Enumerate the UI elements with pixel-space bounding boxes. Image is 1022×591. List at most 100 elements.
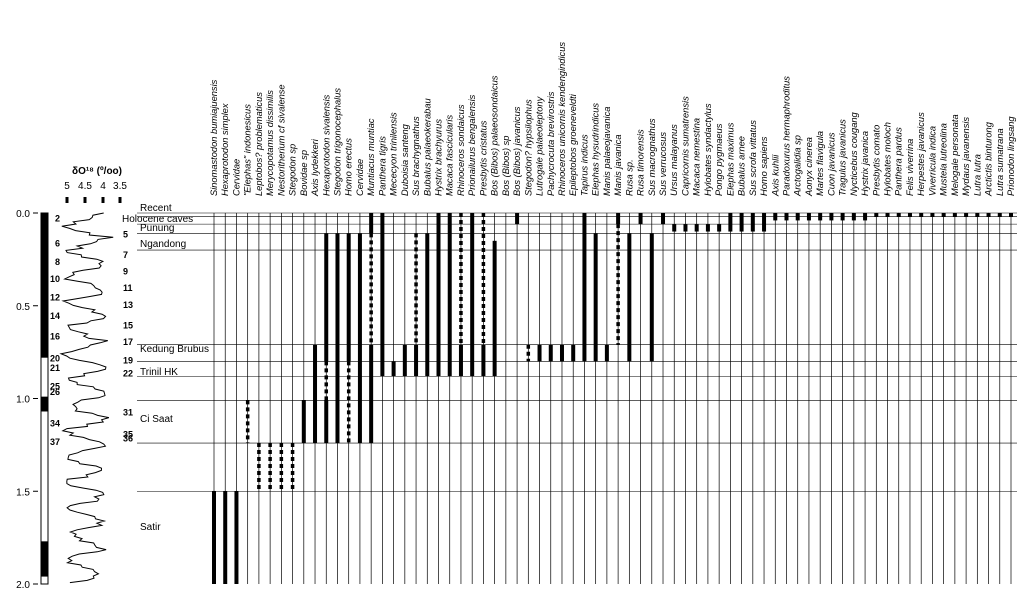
taxon-range-thick: [784, 213, 789, 221]
taxon-column: Pachycrocuta brevirostris: [546, 91, 556, 584]
taxon-range-thick: [649, 233, 654, 362]
taxon-range-thick: [582, 213, 587, 362]
taxon-column: Rhinoceros unicornis kendengindicus: [557, 42, 567, 584]
taxon-column: Homo erectus: [344, 138, 354, 584]
taxon-name: Tragulus javanicus: [838, 119, 848, 196]
taxon-name: "Elephas" indonesicus: [243, 104, 253, 196]
taxon-name: Prionodon lingsang: [1006, 116, 1016, 196]
isotope-title: δO¹⁸ (º/oo): [72, 166, 122, 177]
taxon-range-thick: [447, 213, 452, 377]
taxon-name: Elephas hysudrindicus: [591, 103, 601, 196]
taxon-name: Rusa sp.: [624, 159, 634, 196]
taxon-column: Muntiacus muntiac: [366, 118, 376, 584]
taxon-name: Homo erectus: [344, 138, 354, 196]
taxon-name: Capricornis sumatrensis: [681, 96, 691, 196]
taxon-range-thick: [212, 491, 216, 584]
taxon-name: Cervidae: [232, 159, 242, 196]
taxon-range-thick: [369, 213, 374, 234]
taxon-name: Rhinoceros unicornis kendengindicus: [557, 42, 567, 196]
taxon-range-thick: [481, 344, 486, 377]
isotope-stage-label: 11: [123, 283, 133, 293]
taxon-column: Elephas maximus: [725, 122, 735, 584]
taxon-range-thick: [346, 233, 351, 362]
taxon-range-thick: [616, 213, 621, 225]
faunal-unit-label: Satir: [140, 522, 161, 533]
isotope-tick: [101, 197, 105, 203]
taxon-name: Elephas maximus: [725, 122, 735, 196]
taxon-range-thick: [627, 233, 632, 362]
taxon-column: Bovidae sp: [299, 150, 309, 584]
taxon-name: Tapirus indicus: [579, 134, 589, 196]
taxon-column: Prionailurus bengalensis: [467, 94, 477, 584]
depth-tick-label: 0.5: [16, 302, 30, 313]
taxon-column: Bos (Bibos) sp: [501, 136, 511, 584]
taxon-column: Lutra sumatrana: [995, 128, 1005, 584]
taxon-name: Ursus malayanus: [669, 124, 679, 196]
taxon-column: Bubalus palaeokerabau: [422, 98, 432, 584]
faunal-unit-label: Kedung Brubus: [140, 344, 209, 355]
faunal-unit-label: Ngandong: [140, 239, 186, 250]
taxon-name: Pongo pygmaeus: [714, 123, 724, 196]
taxon-range-thick: [357, 233, 362, 444]
isotope-curve-panel: δO¹⁸ (º/oo) 5 4.5 4 3.525678910111213141516…: [50, 166, 133, 584]
taxon-range-thick: [313, 344, 318, 444]
taxon-range-thick: [301, 400, 306, 444]
isotope-curve-line: [59, 212, 114, 584]
taxon-column: Hystrix javanica: [860, 131, 870, 584]
taxon-column: Manis javanica: [613, 135, 623, 584]
depth-tick-label: 1.5: [16, 487, 30, 498]
faunal-unit-label: Trinil HK: [140, 367, 178, 378]
taxon-column: Bubalus arnee: [737, 136, 747, 584]
taxon-name: Macaca nemestina: [692, 118, 702, 196]
isotope-tick: [65, 197, 69, 203]
isotope-stage-label: 9: [123, 267, 128, 277]
taxon-column: Hylobates moloch: [883, 122, 893, 584]
taxon-range-thick: [919, 213, 924, 217]
faunal-boundaries: [137, 212, 1017, 492]
taxon-range-thick: [571, 344, 576, 362]
taxon-name: Pachycrocuta brevirostris: [546, 91, 556, 196]
taxon-name: Lutra lutra: [972, 154, 982, 196]
taxon-column: Mydaus javanensis: [961, 117, 971, 584]
taxon-column: Paradoxurus hermaphroditus: [782, 76, 792, 584]
taxon-range-thick: [335, 233, 340, 444]
taxon-range-thick: [391, 361, 396, 377]
taxon-range-thick: [380, 344, 385, 377]
taxon-name: Cervidae: [355, 159, 365, 196]
isotope-stage-label: 31: [123, 407, 133, 417]
taxon-range-thick: [851, 213, 856, 221]
taxon-column: Ursus malayanus: [669, 124, 679, 584]
taxon-name: Hexaprotodon sivalensis: [321, 94, 331, 196]
isotope-stage-label: 14: [50, 311, 60, 321]
taxon-name: Sus scrofa vittatus: [748, 120, 758, 196]
taxon-column: Arctogalidia sp: [793, 135, 803, 584]
taxon-name: Stegodon? hypsilophus: [523, 99, 533, 196]
taxon-column: Tragulus javanicus: [838, 119, 848, 584]
isotope-stage-label: 6: [55, 239, 60, 249]
taxon-range-thick: [559, 344, 564, 362]
taxon-name: Leptobos? problematicus: [254, 92, 264, 196]
taxon-range-thick: [806, 213, 811, 221]
taxon-column: Epileptobos groeneveldti: [568, 93, 578, 584]
taxon-column: Hylobates syndactylus: [703, 103, 713, 584]
taxon-column: Stegodon sp: [288, 144, 298, 584]
taxon-range-thick: [425, 233, 430, 377]
taxon-name: Lutra sumatrana: [995, 128, 1005, 196]
taxon-range-thick: [907, 213, 912, 217]
taxon-name: Macaca fascicularis: [445, 115, 455, 196]
taxon-name: Martes flavigula: [815, 131, 825, 196]
taxon-range-thick: [694, 224, 699, 232]
polarity-normal-block: [41, 213, 48, 358]
taxon-name: Bubalus arnee: [737, 136, 747, 196]
taxon-column: Macaca nemestina: [692, 118, 702, 584]
isotope-stage-label: 13: [123, 300, 133, 310]
taxon-column: Martes flavigula: [815, 131, 825, 584]
taxon-name: Stegodon trigonocephalus: [333, 88, 343, 196]
taxon-column: Sinomastodon bumiajuensis: [209, 79, 219, 584]
taxon-range-thick: [1009, 213, 1013, 217]
taxon-range-thick: [414, 344, 419, 377]
taxon-range-thick: [470, 213, 475, 377]
taxon-column: Manis palaeojavanica: [602, 107, 612, 584]
isotope-stage-label: 17: [123, 337, 133, 347]
taxon-range-thick: [638, 213, 643, 225]
